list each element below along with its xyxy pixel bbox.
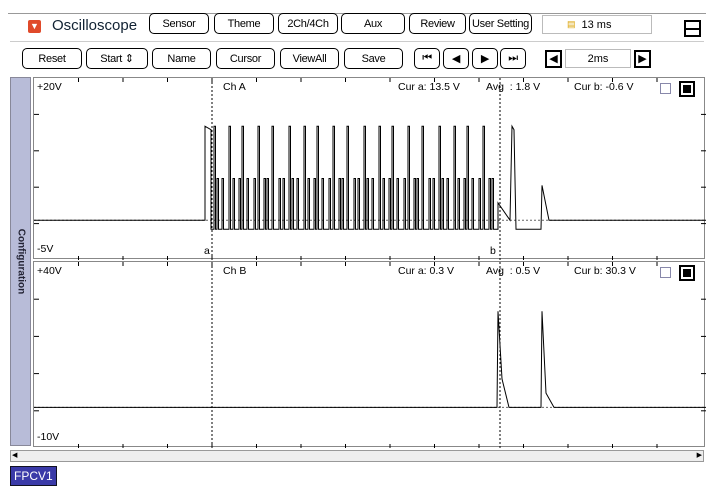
waveform-plot bbox=[34, 262, 706, 448]
cursor-a-value: Cur a: 13.5 V bbox=[398, 81, 460, 93]
save-button[interactable]: Save bbox=[344, 48, 403, 69]
split-view-icon[interactable] bbox=[684, 20, 701, 37]
app-title: Oscilloscope bbox=[52, 17, 138, 34]
top-button-4[interactable]: Review bbox=[409, 13, 466, 34]
timebase-value: 2ms bbox=[565, 49, 631, 68]
prev-icon[interactable]: ◀ bbox=[443, 48, 469, 69]
cursor-b-value: Cur b: -0.6 V bbox=[574, 81, 634, 93]
channel-trace bbox=[34, 311, 706, 408]
top-button-1[interactable]: Theme bbox=[214, 13, 274, 34]
checkbox[interactable] bbox=[660, 267, 671, 278]
channel-name: Ch B bbox=[223, 265, 247, 277]
scale-bottom: -5V bbox=[37, 243, 54, 255]
channel-a-panel: +20V -5V Ch A Cur a: 13.5 V Avg : 1.8 V Cur b… bbox=[33, 77, 706, 260]
reset-button[interactable]: Reset bbox=[22, 48, 82, 69]
fill-toggle[interactable] bbox=[679, 81, 695, 97]
scale-icon: ▤ bbox=[567, 19, 576, 29]
channel-b-panel: +40V -10V Ch B Cur a: 0.3 V Avg : 0.5 V Cur b… bbox=[33, 261, 706, 448]
scale-bottom: -10V bbox=[37, 431, 60, 443]
updown-icon: ⇕ bbox=[124, 53, 134, 65]
name-button[interactable]: Name bbox=[152, 48, 211, 69]
fill-toggle[interactable] bbox=[679, 265, 695, 281]
scroll-left-icon[interactable]: ◀ bbox=[12, 452, 18, 459]
top-button-2[interactable]: 2Ch/4Ch bbox=[278, 13, 338, 34]
toolbar-divider bbox=[10, 41, 704, 42]
channel-name: Ch A bbox=[223, 81, 246, 93]
top-button-0[interactable]: Sensor bbox=[149, 13, 209, 34]
scroll-right-icon[interactable]: ▶ bbox=[696, 452, 702, 459]
first-icon[interactable]: ⏮ bbox=[414, 48, 440, 69]
time-display: ▤ 13 ms bbox=[542, 15, 652, 34]
top-button-5[interactable]: User Setting bbox=[469, 13, 532, 34]
start-select[interactable]: Start ⇕ bbox=[86, 48, 148, 69]
cursor-b-value: Cur b: 30.3 V bbox=[574, 265, 636, 277]
cursor-b-label[interactable]: b bbox=[490, 245, 496, 257]
next-icon[interactable]: ▶ bbox=[472, 48, 498, 69]
channel-trace bbox=[34, 124, 706, 230]
checkbox[interactable] bbox=[660, 83, 671, 94]
cursor-a-label[interactable]: a bbox=[204, 245, 210, 257]
timebase-increase-button[interactable]: ▶ bbox=[634, 50, 651, 68]
cursor-button[interactable]: Cursor bbox=[216, 48, 275, 69]
cursor-a-value: Cur a: 0.3 V bbox=[398, 265, 455, 277]
waveform-plot bbox=[34, 78, 706, 260]
configuration-tab[interactable]: Configuration bbox=[10, 77, 31, 446]
scale-top: +20V bbox=[37, 81, 62, 93]
timebase-decrease-button[interactable]: ◀ bbox=[545, 50, 562, 68]
top-button-3[interactable]: Aux bbox=[341, 13, 405, 34]
average-value: Avg : 0.5 V bbox=[486, 265, 541, 277]
last-icon[interactable]: ⏭ bbox=[500, 48, 526, 69]
average-value: Avg : 1.8 V bbox=[486, 81, 541, 93]
horizontal-scrollbar[interactable]: ◀ ▶ bbox=[10, 450, 704, 462]
channel-tag: FPCV1 bbox=[10, 466, 57, 486]
menu-icon[interactable]: ▼ bbox=[28, 20, 41, 33]
scale-top: +40V bbox=[37, 265, 62, 277]
viewall-button[interactable]: ViewAll bbox=[280, 48, 339, 69]
